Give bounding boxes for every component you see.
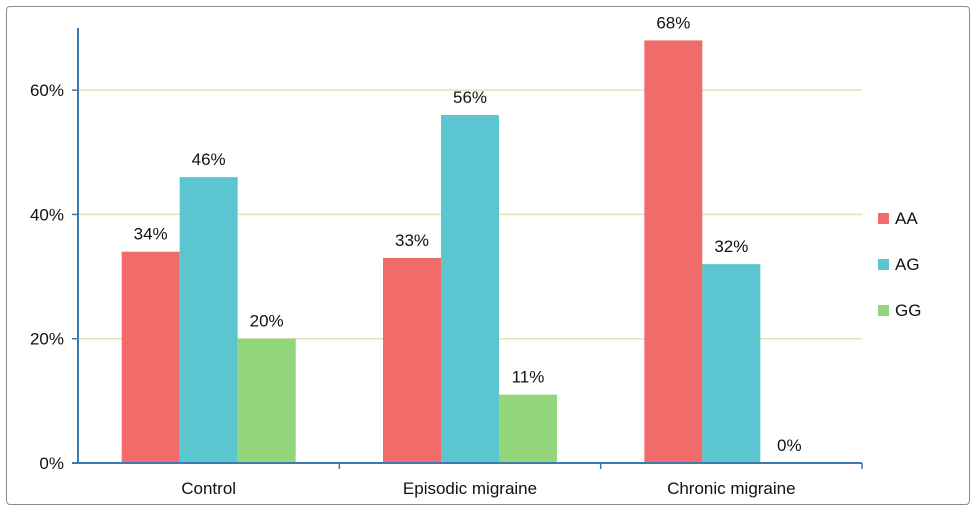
y-tick-label: 60% (30, 81, 64, 100)
data-label: 20% (250, 312, 284, 331)
x-category-label: Chronic migraine (667, 479, 796, 498)
data-label: 0% (777, 436, 802, 455)
bar-ag-chronic-migraine (702, 264, 761, 463)
x-category-label: Episodic migraine (403, 479, 537, 498)
bar-aa-control (121, 251, 180, 463)
y-tick-label: 0% (39, 454, 64, 473)
labels: 0% 20% 40% 60% 34% 46% 20% Control 33% 56% 11% Epis… (30, 13, 802, 498)
bar-ag-control (179, 177, 238, 463)
legend-swatch-gg (878, 305, 889, 316)
y-tick-label: 40% (30, 205, 64, 224)
legend: AA AG GG (878, 209, 921, 320)
data-label: 32% (714, 237, 748, 256)
legend-swatch-aa (878, 213, 889, 224)
y-tick-label: 20% (30, 330, 64, 349)
legend-label-ag: AG (895, 255, 920, 274)
data-label: 11% (512, 368, 545, 387)
x-category-label: Control (181, 479, 236, 498)
legend-label-aa: AA (895, 209, 918, 228)
legend-swatch-ag (878, 259, 889, 270)
data-label: 46% (192, 150, 226, 169)
legend-label-gg: GG (895, 301, 921, 320)
bar-gg-control (237, 338, 296, 463)
bar-aa-chronic-migraine (644, 40, 703, 464)
data-label: 34% (134, 225, 168, 244)
data-label: 56% (453, 88, 487, 107)
bars (121, 40, 761, 464)
bar-gg-episodic-migraine (499, 394, 557, 463)
bar-aa-episodic-migraine (383, 257, 441, 463)
axes (72, 28, 863, 469)
data-label: 33% (395, 231, 429, 250)
data-label: 68% (656, 13, 690, 32)
bar-ag-episodic-migraine (441, 115, 499, 463)
